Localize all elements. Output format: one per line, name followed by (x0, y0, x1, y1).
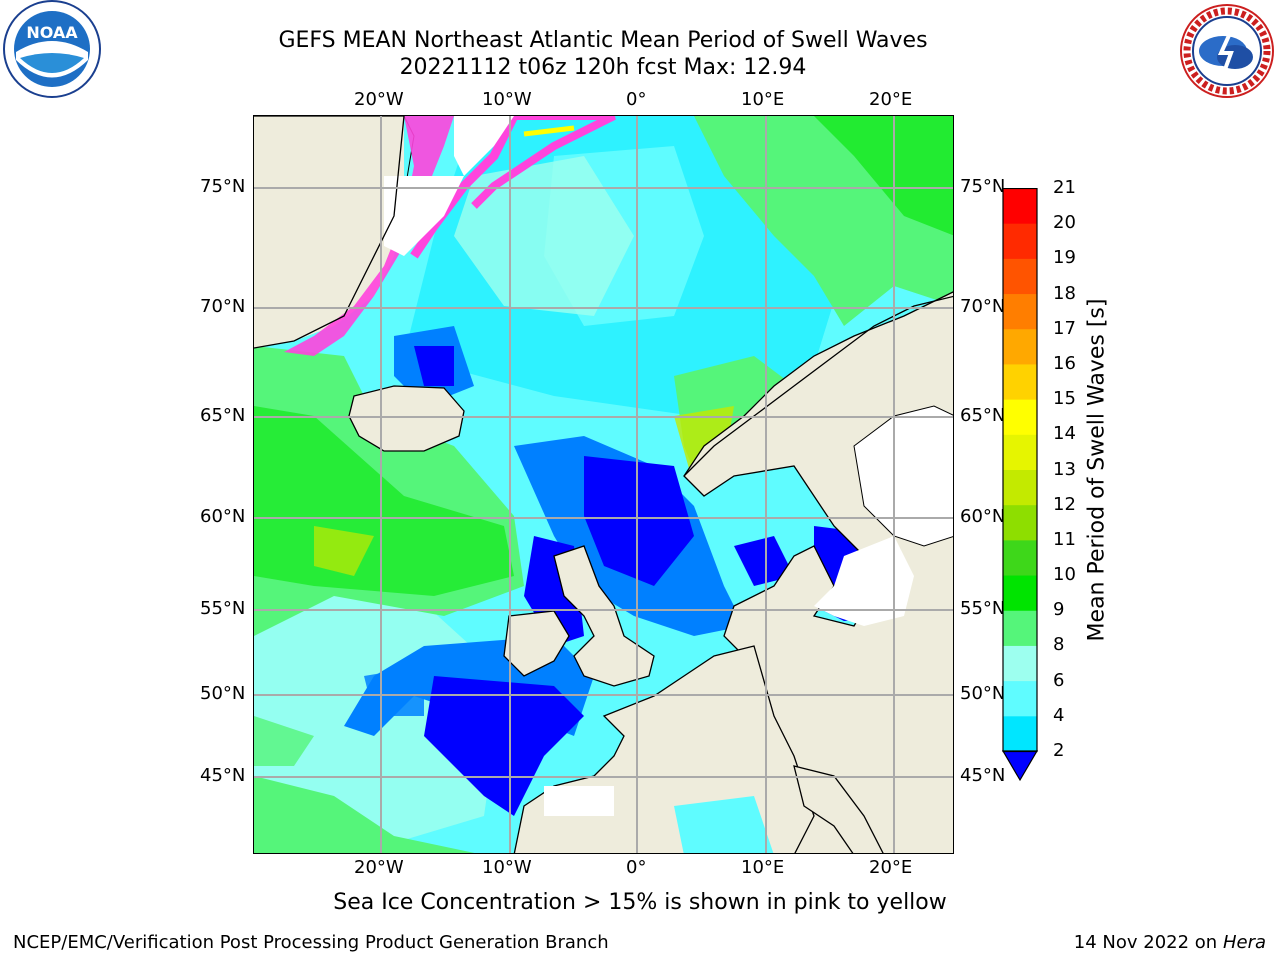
colorbar-tick-label: 8 (1053, 634, 1065, 656)
lat-label-left: 65°N (200, 405, 246, 426)
footer-date-text: 14 Nov 2022 on (1073, 932, 1218, 953)
colorbar-tick-label: 17 (1053, 317, 1076, 339)
lat-label-left: 55°N (200, 598, 246, 619)
lon-label-top: 0° (626, 89, 647, 110)
colorbar-swatch (1003, 258, 1037, 295)
lat-label-right: 45°N (960, 765, 1006, 786)
colorbar-swatch (1003, 575, 1037, 612)
colorbar-tick-label: 11 (1053, 528, 1076, 550)
colorbar-swatch (1003, 294, 1037, 330)
colorbar-tick-label: 12 (1053, 493, 1076, 515)
lat-label-right: 70°N (960, 296, 1006, 317)
nws-logo (1180, 4, 1274, 98)
colorbar-tick-label: 13 (1053, 458, 1076, 480)
lon-label-top: 10°E (741, 89, 785, 110)
lat-label-left: 60°N (200, 506, 246, 527)
noaa-logo: NOAA (3, 0, 101, 98)
lon-label-bottom: 10°E (741, 857, 785, 878)
colorbar-title: Mean Period of Swell Waves [s] (1084, 298, 1110, 642)
lat-label-right: 50°N (960, 683, 1006, 704)
colorbar-swatch (1003, 399, 1037, 436)
svg-text:NOAA: NOAA (26, 23, 78, 42)
lat-label-right: 65°N (960, 405, 1006, 426)
map-area (253, 115, 954, 854)
colorbar-swatch (1003, 681, 1037, 717)
colorbar-tick-label: 19 (1053, 247, 1076, 269)
colorbar-swatch (1003, 329, 1037, 365)
colorbar-tick-label: 6 (1053, 669, 1065, 691)
map-canvas (254, 116, 953, 853)
lon-label-bottom: 10°W (482, 857, 532, 878)
colorbar-tick-label: 10 (1053, 564, 1076, 586)
colorbar-swatch (1003, 188, 1037, 225)
sea-ice-caption: Sea Ice Concentration > 15% is shown in … (333, 890, 947, 915)
lon-label-bottom: 20°W (354, 857, 404, 878)
lat-label-right: 75°N (960, 176, 1006, 197)
lon-label-top: 20°W (354, 89, 404, 110)
colorbar-tick-label: 14 (1053, 423, 1076, 445)
colorbar-swatch (1003, 364, 1037, 401)
colorbar (1001, 188, 1039, 782)
lon-label-top: 10°W (482, 89, 532, 110)
colorbar-tick-label: 9 (1053, 599, 1065, 621)
lat-label-right: 60°N (960, 506, 1006, 527)
graticule (254, 116, 953, 853)
lon-label-bottom: 20°E (869, 857, 913, 878)
lat-label-left: 45°N (200, 765, 246, 786)
footer-date: 14 Nov 2022 on Hera (1074, 932, 1266, 953)
colorbar-swatch (1003, 223, 1037, 260)
colorbar-swatch (1003, 470, 1037, 506)
colorbar-tick-label: 4 (1053, 704, 1065, 726)
footer-host: Hera (1222, 932, 1266, 953)
lon-label-bottom: 0° (626, 857, 647, 878)
colorbar-tick-label: 18 (1053, 282, 1076, 304)
colorbar-swatch (1003, 716, 1037, 752)
colorbar-tick-label: 21 (1053, 177, 1076, 198)
colorbar-tick-label: 20 (1053, 212, 1076, 234)
colorbar-tick-label: 15 (1053, 388, 1076, 410)
colorbar-swatch (1003, 540, 1037, 577)
lat-label-left: 70°N (200, 296, 246, 317)
colorbar-swatch (1003, 434, 1037, 471)
lat-label-left: 50°N (200, 683, 246, 704)
lat-label-left: 75°N (200, 176, 246, 197)
lon-label-top: 20°E (869, 89, 913, 110)
chart-subtitle: 20221112 t06z 120h fcst Max: 12.94 (399, 55, 807, 80)
colorbar-swatch (1003, 505, 1037, 541)
colorbar-tick-label: 16 (1053, 352, 1076, 374)
colorbar-swatch (1003, 610, 1037, 647)
chart-title: GEFS MEAN Northeast Atlantic Mean Period… (278, 28, 928, 53)
footer-credit: NCEP/EMC/Verification Post Processing Pr… (13, 932, 609, 953)
colorbar-swatch (1003, 645, 1037, 682)
colorbar-tick-label: 2 (1053, 740, 1065, 761)
lat-label-right: 55°N (960, 598, 1006, 619)
